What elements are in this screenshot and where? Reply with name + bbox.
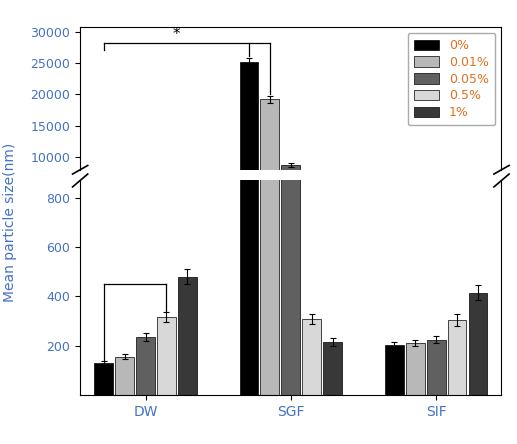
Bar [468,293,488,395]
Text: Mean particle size(nm): Mean particle size(nm) [3,143,18,301]
Bar [239,62,258,220]
Bar [178,217,197,220]
Bar [94,363,113,395]
Bar [427,340,446,395]
Bar [261,99,279,220]
Bar [261,0,279,395]
Bar [406,218,424,220]
Text: *: * [173,27,180,42]
Bar [302,319,321,395]
Bar [94,219,113,220]
Bar [136,218,155,220]
Bar [427,218,446,220]
Bar [448,218,466,220]
Legend: 0%, 0.01%, 0.05%, 0.5%, 1%: 0%, 0.01%, 0.05%, 0.5%, 1% [408,33,495,125]
Bar [157,317,176,395]
Bar [157,218,176,220]
Bar [302,218,321,220]
Bar [323,342,342,395]
Bar [385,345,404,395]
Bar [385,219,404,220]
Bar [239,0,258,395]
Bar [178,277,197,395]
Bar [468,218,488,220]
Bar [406,343,424,395]
Bar [115,357,134,395]
Bar [136,337,155,395]
Bar [281,0,300,395]
Bar [115,219,134,220]
Bar [448,320,466,395]
Bar [323,218,342,220]
Bar [281,165,300,220]
